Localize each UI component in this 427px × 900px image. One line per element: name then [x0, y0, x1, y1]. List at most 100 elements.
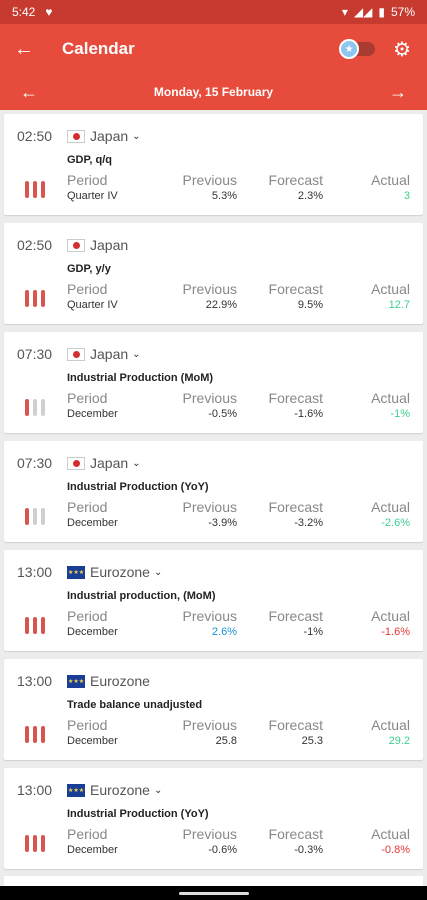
event-country[interactable]: ★★★ Eurozone ⌄ — [67, 782, 162, 798]
importance-bar — [33, 399, 37, 416]
forecast-value: -1% — [303, 626, 323, 638]
event-country[interactable]: Japan ⌄ — [67, 346, 141, 362]
eu-flag-icon: ★★★ — [67, 565, 85, 579]
importance-bar — [33, 181, 37, 198]
forecast-column: Forecast 25.3 — [269, 717, 323, 747]
japan-flag-icon — [67, 238, 85, 252]
country-name: Eurozone — [90, 564, 150, 580]
chevron-down-icon[interactable]: ⌄ — [132, 348, 141, 360]
importance-bar — [41, 835, 45, 852]
event-time: 02:50 — [17, 237, 53, 253]
chevron-down-icon[interactable]: ⌄ — [132, 457, 141, 469]
actual-column: Actual -1.6% — [371, 608, 410, 638]
event-card[interactable]: 07:30 Japan ⌄ Industrial Production (MoM… — [4, 332, 423, 433]
previous-value: -3.9% — [208, 517, 237, 529]
period-column: Period December — [67, 826, 118, 856]
importance-bar — [25, 290, 29, 307]
status-bar: 5:42 ♥ ▾ ◢◢ ▮ 57% — [0, 0, 427, 24]
previous-column: Previous 22.9% — [183, 281, 237, 311]
period-value: December — [67, 517, 118, 529]
actual-label: Actual — [371, 390, 410, 406]
current-date: Monday, 15 February — [153, 85, 274, 99]
mode-toggle[interactable]: ★ — [339, 39, 376, 59]
forecast-label: Forecast — [268, 172, 323, 188]
event-card[interactable]: 13:00 ★★★ Eurozone ⌄ Industrial Producti… — [4, 768, 423, 869]
period-value: Quarter IV — [67, 299, 118, 311]
period-value: December — [67, 408, 118, 420]
event-card[interactable]: 13:00 ★★★ Eurozone Trade balance unadjus… — [4, 659, 423, 760]
previous-column: Previous -0.6% — [183, 826, 237, 856]
actual-label: Actual — [371, 499, 410, 515]
home-indicator[interactable] — [178, 891, 249, 895]
period-column: Period December — [67, 717, 118, 747]
event-country[interactable]: Japan ⌄ — [67, 128, 141, 144]
event-card[interactable]: 02:50 Japan GDP, y/y Period Quarter IV P… — [4, 223, 423, 324]
event-card[interactable]: 02:50 Japan ⌄ GDP, q/q Period Quarter IV… — [4, 114, 423, 215]
status-time: 5:42 — [12, 5, 36, 19]
forecast-value: -3.2% — [294, 517, 323, 529]
country-name: Japan — [90, 346, 129, 362]
event-name: Trade balance unadjusted — [67, 699, 203, 711]
event-card[interactable]: 13:00 ★★★ Eurozone ⌄ Industrial producti… — [4, 550, 423, 651]
actual-value: -0.8% — [381, 844, 410, 856]
event-name: Industrial Production (YoY) — [67, 808, 209, 820]
forecast-column: Forecast 2.3% — [269, 172, 323, 202]
event-time: 13:00 — [17, 782, 53, 798]
event-country[interactable]: Japan ⌄ — [67, 455, 141, 471]
previous-column: Previous -3.9% — [183, 499, 237, 529]
period-column: Period Quarter IV — [67, 172, 118, 202]
period-label: Period — [67, 390, 108, 406]
actual-column: Actual 29.2 — [371, 717, 410, 747]
event-name: GDP, q/q — [67, 154, 113, 166]
country-name: Japan — [90, 455, 129, 471]
gear-icon[interactable]: ⚙ — [393, 38, 411, 61]
previous-column: Previous 25.8 — [183, 717, 237, 747]
event-country[interactable]: Japan — [67, 237, 128, 253]
period-value: Quarter IV — [67, 190, 118, 202]
previous-label: Previous — [182, 826, 237, 842]
event-country[interactable]: ★★★ Eurozone ⌄ — [67, 564, 162, 580]
period-value: December — [67, 735, 118, 747]
japan-flag-icon — [67, 129, 85, 143]
partial-card — [4, 876, 423, 886]
japan-flag-icon — [67, 347, 85, 361]
period-value: December — [67, 844, 118, 856]
period-column: Period December — [67, 390, 118, 420]
actual-label: Actual — [371, 717, 410, 733]
previous-value: 2.6% — [211, 626, 237, 638]
chevron-down-icon[interactable]: ⌄ — [153, 784, 163, 796]
period-label: Period — [67, 172, 108, 188]
previous-column: Previous 5.3% — [183, 172, 237, 202]
next-day-arrow-icon[interactable]: → — [389, 81, 407, 102]
actual-label: Actual — [371, 826, 410, 842]
previous-day-arrow-icon[interactable]: ← — [20, 81, 38, 102]
event-time: 02:50 — [17, 128, 53, 144]
forecast-column: Forecast 9.5% — [269, 281, 323, 311]
importance-bar — [33, 508, 37, 525]
forecast-label: Forecast — [268, 826, 323, 842]
chevron-down-icon[interactable]: ⌄ — [153, 566, 163, 578]
importance-bar — [33, 290, 37, 307]
forecast-value: 9.5% — [297, 299, 323, 311]
page-title: Calendar — [62, 39, 135, 58]
country-name: Eurozone — [90, 782, 150, 798]
actual-value: 12.7 — [388, 299, 410, 311]
chevron-down-icon[interactable]: ⌄ — [132, 130, 141, 142]
period-label: Period — [67, 281, 108, 297]
previous-label: Previous — [182, 608, 237, 624]
previous-column: Previous 2.6% — [183, 608, 237, 638]
importance-bar — [41, 617, 45, 634]
back-arrow-icon[interactable]: ← — [14, 37, 34, 60]
previous-value: -0.6% — [208, 844, 237, 856]
importance-bar — [41, 508, 45, 525]
event-card[interactable]: 07:30 Japan ⌄ Industrial Production (YoY… — [4, 441, 423, 542]
actual-value: 29.2 — [388, 735, 410, 747]
period-label: Period — [67, 717, 108, 733]
actual-value: -2.6% — [381, 517, 410, 529]
importance-indicator — [25, 399, 45, 416]
event-country[interactable]: ★★★ Eurozone — [67, 673, 150, 689]
importance-bar — [25, 508, 29, 525]
importance-bar — [25, 399, 29, 416]
event-time: 13:00 — [17, 564, 53, 580]
forecast-column: Forecast -3.2% — [269, 499, 323, 529]
